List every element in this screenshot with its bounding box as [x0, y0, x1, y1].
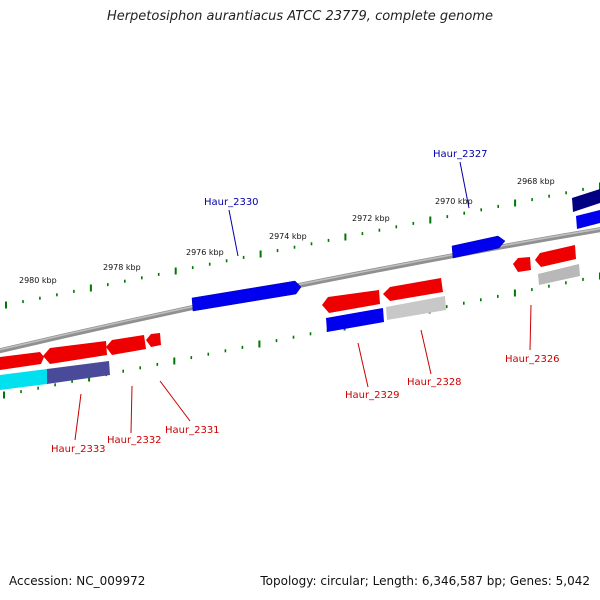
gene-right-forward-a[interactable] [572, 189, 600, 212]
gene-haur-2332[interactable] [43, 341, 107, 364]
callout-haur-2326 [529, 304, 532, 351]
gene-haur-2331[interactable] [106, 335, 146, 355]
feature-haur-2333[interactable] [0, 369, 47, 390]
accession-text: Accession: NC_009972 [9, 574, 146, 588]
label-haur-2330[interactable]: Haur_2330 [204, 197, 259, 208]
label-haur-2329[interactable]: Haur_2329 [345, 390, 400, 401]
gene-right-forward-b[interactable] [576, 210, 600, 229]
scale-label-2978: 2978 kbp [103, 263, 141, 272]
scale-label-2968: 2968 kbp [517, 177, 555, 186]
outer-tick-track [5, 182, 600, 309]
gene-haur-2329[interactable] [322, 290, 380, 313]
label-haur-2331[interactable]: Haur_2331 [165, 425, 220, 436]
map-title: Herpetosiphon aurantiacus ATCC 23779, co… [106, 9, 494, 24]
gene-haur-2330[interactable] [191, 280, 302, 312]
label-haur-2332[interactable]: Haur_2332 [107, 435, 162, 446]
label-haur-2327[interactable]: Haur_2327 [433, 149, 488, 160]
scale-label-2976: 2976 kbp [186, 248, 224, 257]
genome-summary-text: Topology: circular; Length: 6,346,587 bp… [260, 574, 590, 588]
gene-haur-2331-b[interactable] [146, 333, 161, 347]
callout-haur-2328 [420, 329, 432, 375]
gene-haur-2328[interactable] [383, 278, 443, 301]
callout-haur-2331 [159, 380, 191, 422]
label-haur-2328[interactable]: Haur_2328 [407, 377, 462, 388]
feature-haur-2328[interactable] [386, 296, 446, 320]
feature-haur-2326[interactable] [538, 264, 580, 285]
gene-haur-2333[interactable] [0, 352, 44, 370]
label-haur-2326[interactable]: Haur_2326 [505, 354, 560, 365]
inner-tick-track [3, 272, 600, 399]
scale-label-2980: 2980 kbp [19, 276, 57, 285]
genome-backbone-highlight [0, 227, 600, 351]
scale-label-2972: 2972 kbp [352, 214, 390, 223]
callout-haur-2329 [357, 342, 369, 388]
genome-backbone [0, 227, 600, 354]
scale-label-2974: 2974 kbp [269, 232, 307, 241]
callout-haur-2330 [228, 209, 239, 257]
gene-haur-2326[interactable] [535, 245, 576, 267]
feature-haur-2332[interactable] [47, 361, 110, 384]
callout-haur-2327 [459, 161, 470, 209]
label-haur-2333[interactable]: Haur_2333 [51, 444, 106, 455]
scale-label-2970: 2970 kbp [435, 197, 473, 206]
callout-haur-2332 [130, 385, 133, 434]
feature-haur-2329[interactable] [326, 308, 384, 332]
gene-haur-2327[interactable] [451, 235, 506, 259]
callout-haur-2333 [74, 393, 82, 441]
gene-haur-2326-small[interactable] [513, 257, 531, 272]
